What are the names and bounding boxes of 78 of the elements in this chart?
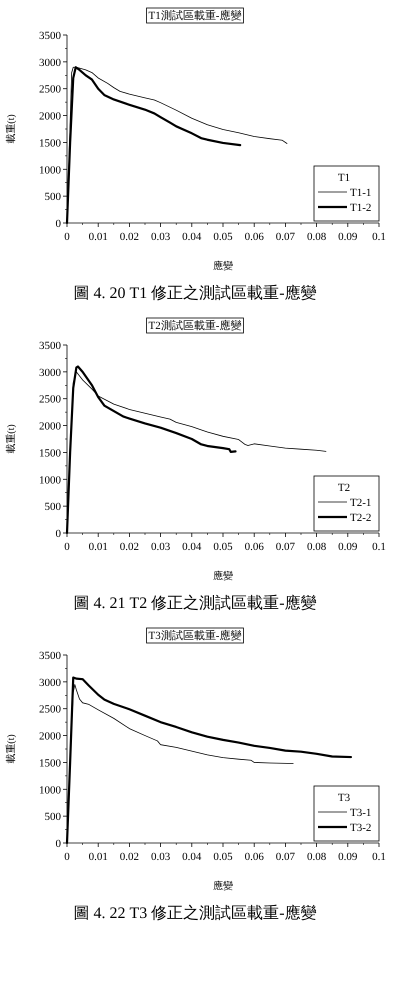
y-tick-label: 0 <box>56 218 62 230</box>
x-tick-label: 0.03 <box>150 851 171 863</box>
y-tick-label: 2000 <box>39 730 62 743</box>
y-tick-label: 2000 <box>39 110 62 123</box>
legend-label: T3-1 <box>350 807 372 819</box>
y-axis-title: 載重(t) <box>5 734 17 764</box>
x-tick-label: 0.02 <box>120 541 140 553</box>
x-tick-label: 0.05 <box>213 541 234 553</box>
y-tick-label: 2000 <box>39 420 62 433</box>
x-tick-label: 0.08 <box>306 231 327 243</box>
x-tick-label: 0.05 <box>213 231 234 243</box>
caption: 圖 4. 21 T2 修正之測試區載重-應變 <box>73 594 317 612</box>
chart-title: T3測試區載重-應變 <box>148 629 242 642</box>
x-tick-label: 0 <box>64 851 70 863</box>
x-axis-title: 應變 <box>213 260 233 272</box>
y-tick-label: 3000 <box>39 676 62 689</box>
y-tick-label: 3500 <box>39 650 62 662</box>
y-tick-label: 3500 <box>39 30 62 42</box>
y-tick-label: 3500 <box>39 340 62 352</box>
x-tick-label: 0.05 <box>213 851 234 863</box>
y-tick-label: 2500 <box>39 704 62 716</box>
x-tick-label: 0.01 <box>88 231 108 243</box>
x-tick-label: 0.07 <box>276 851 296 863</box>
y-axis-title: 載重(t) <box>5 424 17 454</box>
x-tick-label: 0 <box>64 541 70 553</box>
y-tick-label: 1500 <box>39 137 62 150</box>
x-tick-label: 0.04 <box>182 851 202 863</box>
x-tick-label: 0.07 <box>276 541 296 553</box>
legend-label: T1-2 <box>350 202 372 214</box>
x-tick-label: 0.03 <box>150 541 171 553</box>
legend-label: T1-1 <box>350 187 372 199</box>
y-tick-label: 1500 <box>39 447 62 460</box>
x-tick-label: 0.09 <box>338 851 358 863</box>
y-tick-label: 500 <box>44 501 62 514</box>
x-tick-label: 0.07 <box>276 231 296 243</box>
legend-title: T2 <box>338 482 350 494</box>
y-tick-label: 3000 <box>39 56 62 69</box>
x-tick-label: 0.06 <box>244 231 264 243</box>
x-tick-label: 0.06 <box>244 851 264 863</box>
x-tick-label: 0.03 <box>150 231 171 243</box>
x-tick-label: 0.09 <box>338 541 358 553</box>
x-tick-label: 0.1 <box>372 541 386 553</box>
y-tick-label: 500 <box>44 811 62 824</box>
x-tick-label: 0.08 <box>306 541 327 553</box>
y-tick-label: 1500 <box>39 757 62 770</box>
x-tick-label: 0.02 <box>120 851 140 863</box>
x-tick-label: 0.01 <box>88 851 108 863</box>
x-tick-label: 0.1 <box>372 851 386 863</box>
y-tick-label: 1000 <box>39 474 62 486</box>
x-tick-label: 0.09 <box>338 231 358 243</box>
legend-label: T2-1 <box>350 497 372 509</box>
chart-title: T1測試區載重-應變 <box>148 9 242 22</box>
y-tick-label: 0 <box>56 528 62 540</box>
y-tick-label: 2500 <box>39 394 62 406</box>
caption: 圖 4. 22 T3 修正之測試區載重-應變 <box>73 904 317 922</box>
caption: 圖 4. 20 T1 修正之測試區載重-應變 <box>73 284 317 302</box>
y-tick-label: 0 <box>56 838 62 850</box>
x-tick-label: 0.04 <box>182 541 202 553</box>
x-axis-title: 應變 <box>213 880 233 892</box>
x-tick-label: 0.1 <box>372 231 386 243</box>
x-tick-label: 0.04 <box>182 231 202 243</box>
y-tick-label: 3000 <box>39 366 62 379</box>
y-tick-label: 1000 <box>39 164 62 176</box>
legend-label: T2-2 <box>350 512 372 524</box>
x-tick-label: 0.02 <box>120 231 140 243</box>
x-tick-label: 0 <box>64 231 70 243</box>
y-axis-title: 載重(t) <box>5 114 17 144</box>
y-tick-label: 1000 <box>39 784 62 796</box>
x-tick-label: 0.08 <box>306 851 327 863</box>
x-axis-title: 應變 <box>213 570 233 582</box>
legend-title: T3 <box>338 792 351 804</box>
y-tick-label: 2500 <box>39 84 62 96</box>
y-tick-label: 500 <box>44 191 62 204</box>
legend-label: T3-2 <box>350 822 372 834</box>
x-tick-label: 0.01 <box>88 541 108 553</box>
x-tick-label: 0.06 <box>244 541 264 553</box>
legend-title: T1 <box>338 172 350 184</box>
chart-title: T2測試區載重-應變 <box>148 319 242 332</box>
